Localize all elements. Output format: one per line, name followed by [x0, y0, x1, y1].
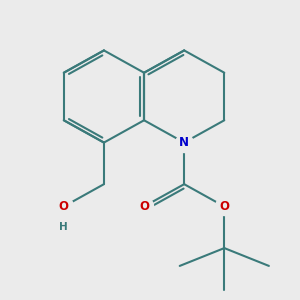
Text: N: N	[179, 136, 189, 149]
Text: O: O	[139, 200, 149, 213]
Text: O: O	[59, 200, 69, 213]
Text: O: O	[219, 200, 229, 213]
Text: H: H	[59, 222, 68, 232]
